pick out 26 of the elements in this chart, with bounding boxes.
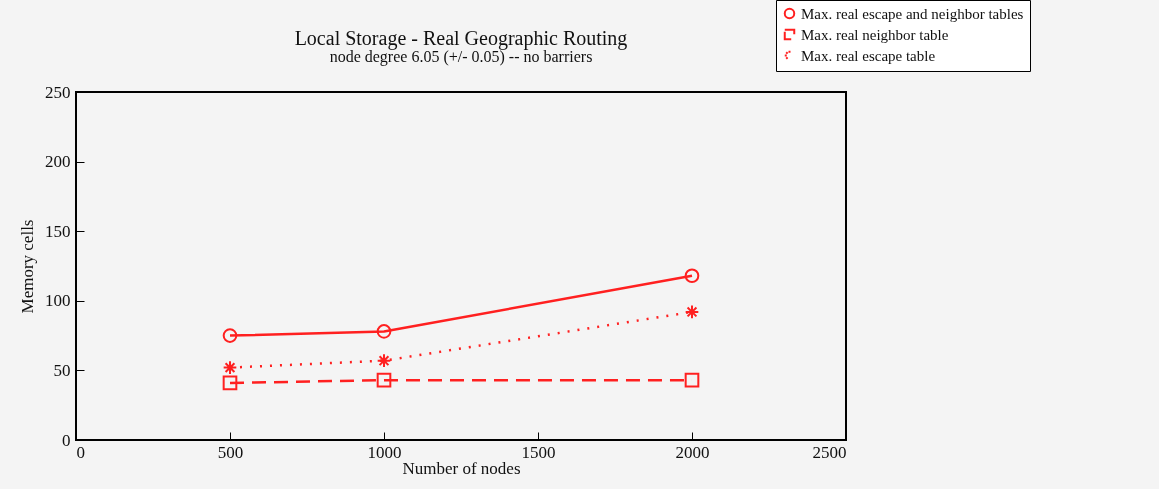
x-tick-label: 1500 (521, 442, 556, 462)
y-tick-label: 50 (53, 360, 71, 380)
x-tick-label: 2500 (812, 442, 847, 462)
point (222, 375, 238, 391)
point (222, 360, 238, 375)
x-tick-label: 500 (217, 442, 244, 462)
y-tick-label: 200 (45, 152, 71, 172)
x-tick-label: 0 (76, 442, 85, 462)
x-tick-label: 2000 (675, 442, 710, 462)
chart-title: Local Storage - Real Geographic Routing (294, 26, 628, 50)
point (222, 328, 238, 343)
point (684, 304, 700, 320)
point (684, 268, 700, 284)
point (376, 353, 392, 368)
point (376, 372, 392, 388)
legend-label: Max. real escape table (801, 47, 936, 64)
y-tick-label: 150 (45, 221, 71, 241)
x-axis-title: Number of nodes (402, 458, 521, 478)
point (684, 372, 700, 388)
y-axis-title: Memory cells (18, 219, 37, 314)
x-tick-label: 1000 (367, 442, 402, 462)
y-tick-label: 100 (45, 291, 71, 311)
legend-label: Max. real escape and neighbor tables (801, 5, 1024, 22)
y-tick-label: 250 (45, 82, 71, 102)
legend-label: Max. real neighbor table (801, 26, 949, 43)
point (376, 324, 392, 339)
